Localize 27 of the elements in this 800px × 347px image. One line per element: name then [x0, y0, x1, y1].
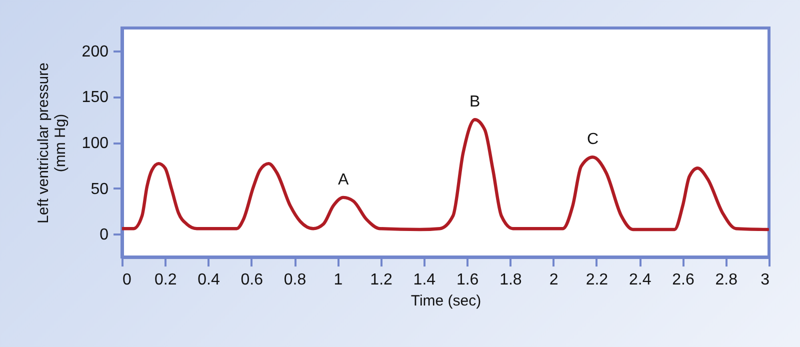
x-tick-label: 1.8: [500, 272, 522, 288]
y-tick-label: 50: [90, 180, 109, 198]
annotation: A: [338, 171, 349, 188]
annotation: B: [469, 94, 480, 111]
x-tick-label: 1.2: [370, 272, 393, 288]
x-tick-label: 2.8: [715, 272, 738, 288]
x-tick-label: 2.4: [628, 272, 652, 288]
y-axis-title: Left ventricular pressure (mm Hg): [34, 62, 69, 224]
x-tick-label: 0: [122, 272, 132, 288]
y-tick-label: 0: [100, 226, 109, 244]
y-tick-label: 150: [82, 89, 109, 106]
x-tick-label: 0.4: [198, 272, 220, 288]
annotation: C: [587, 131, 599, 148]
x-tick-label: 1.6: [456, 272, 479, 288]
x-tick-label: 2.2: [586, 272, 608, 288]
x-tick-label: 1.4: [413, 272, 436, 288]
x-tick-label: 0.8: [284, 272, 306, 288]
x-axis-title: Time (sec): [410, 292, 482, 310]
x-tick-label: 3: [760, 272, 770, 288]
x-tick-label: 1: [334, 272, 343, 288]
x-tick-label: 2: [549, 272, 558, 288]
x-tick-label: 2.6: [672, 272, 694, 288]
x-tick-label: 0.6: [240, 272, 264, 288]
line-series: [122, 118, 769, 232]
y-tick-label: 200: [82, 43, 109, 60]
x-tick-label: 0.2: [154, 272, 177, 288]
y-tick-label: 100: [82, 135, 109, 152]
